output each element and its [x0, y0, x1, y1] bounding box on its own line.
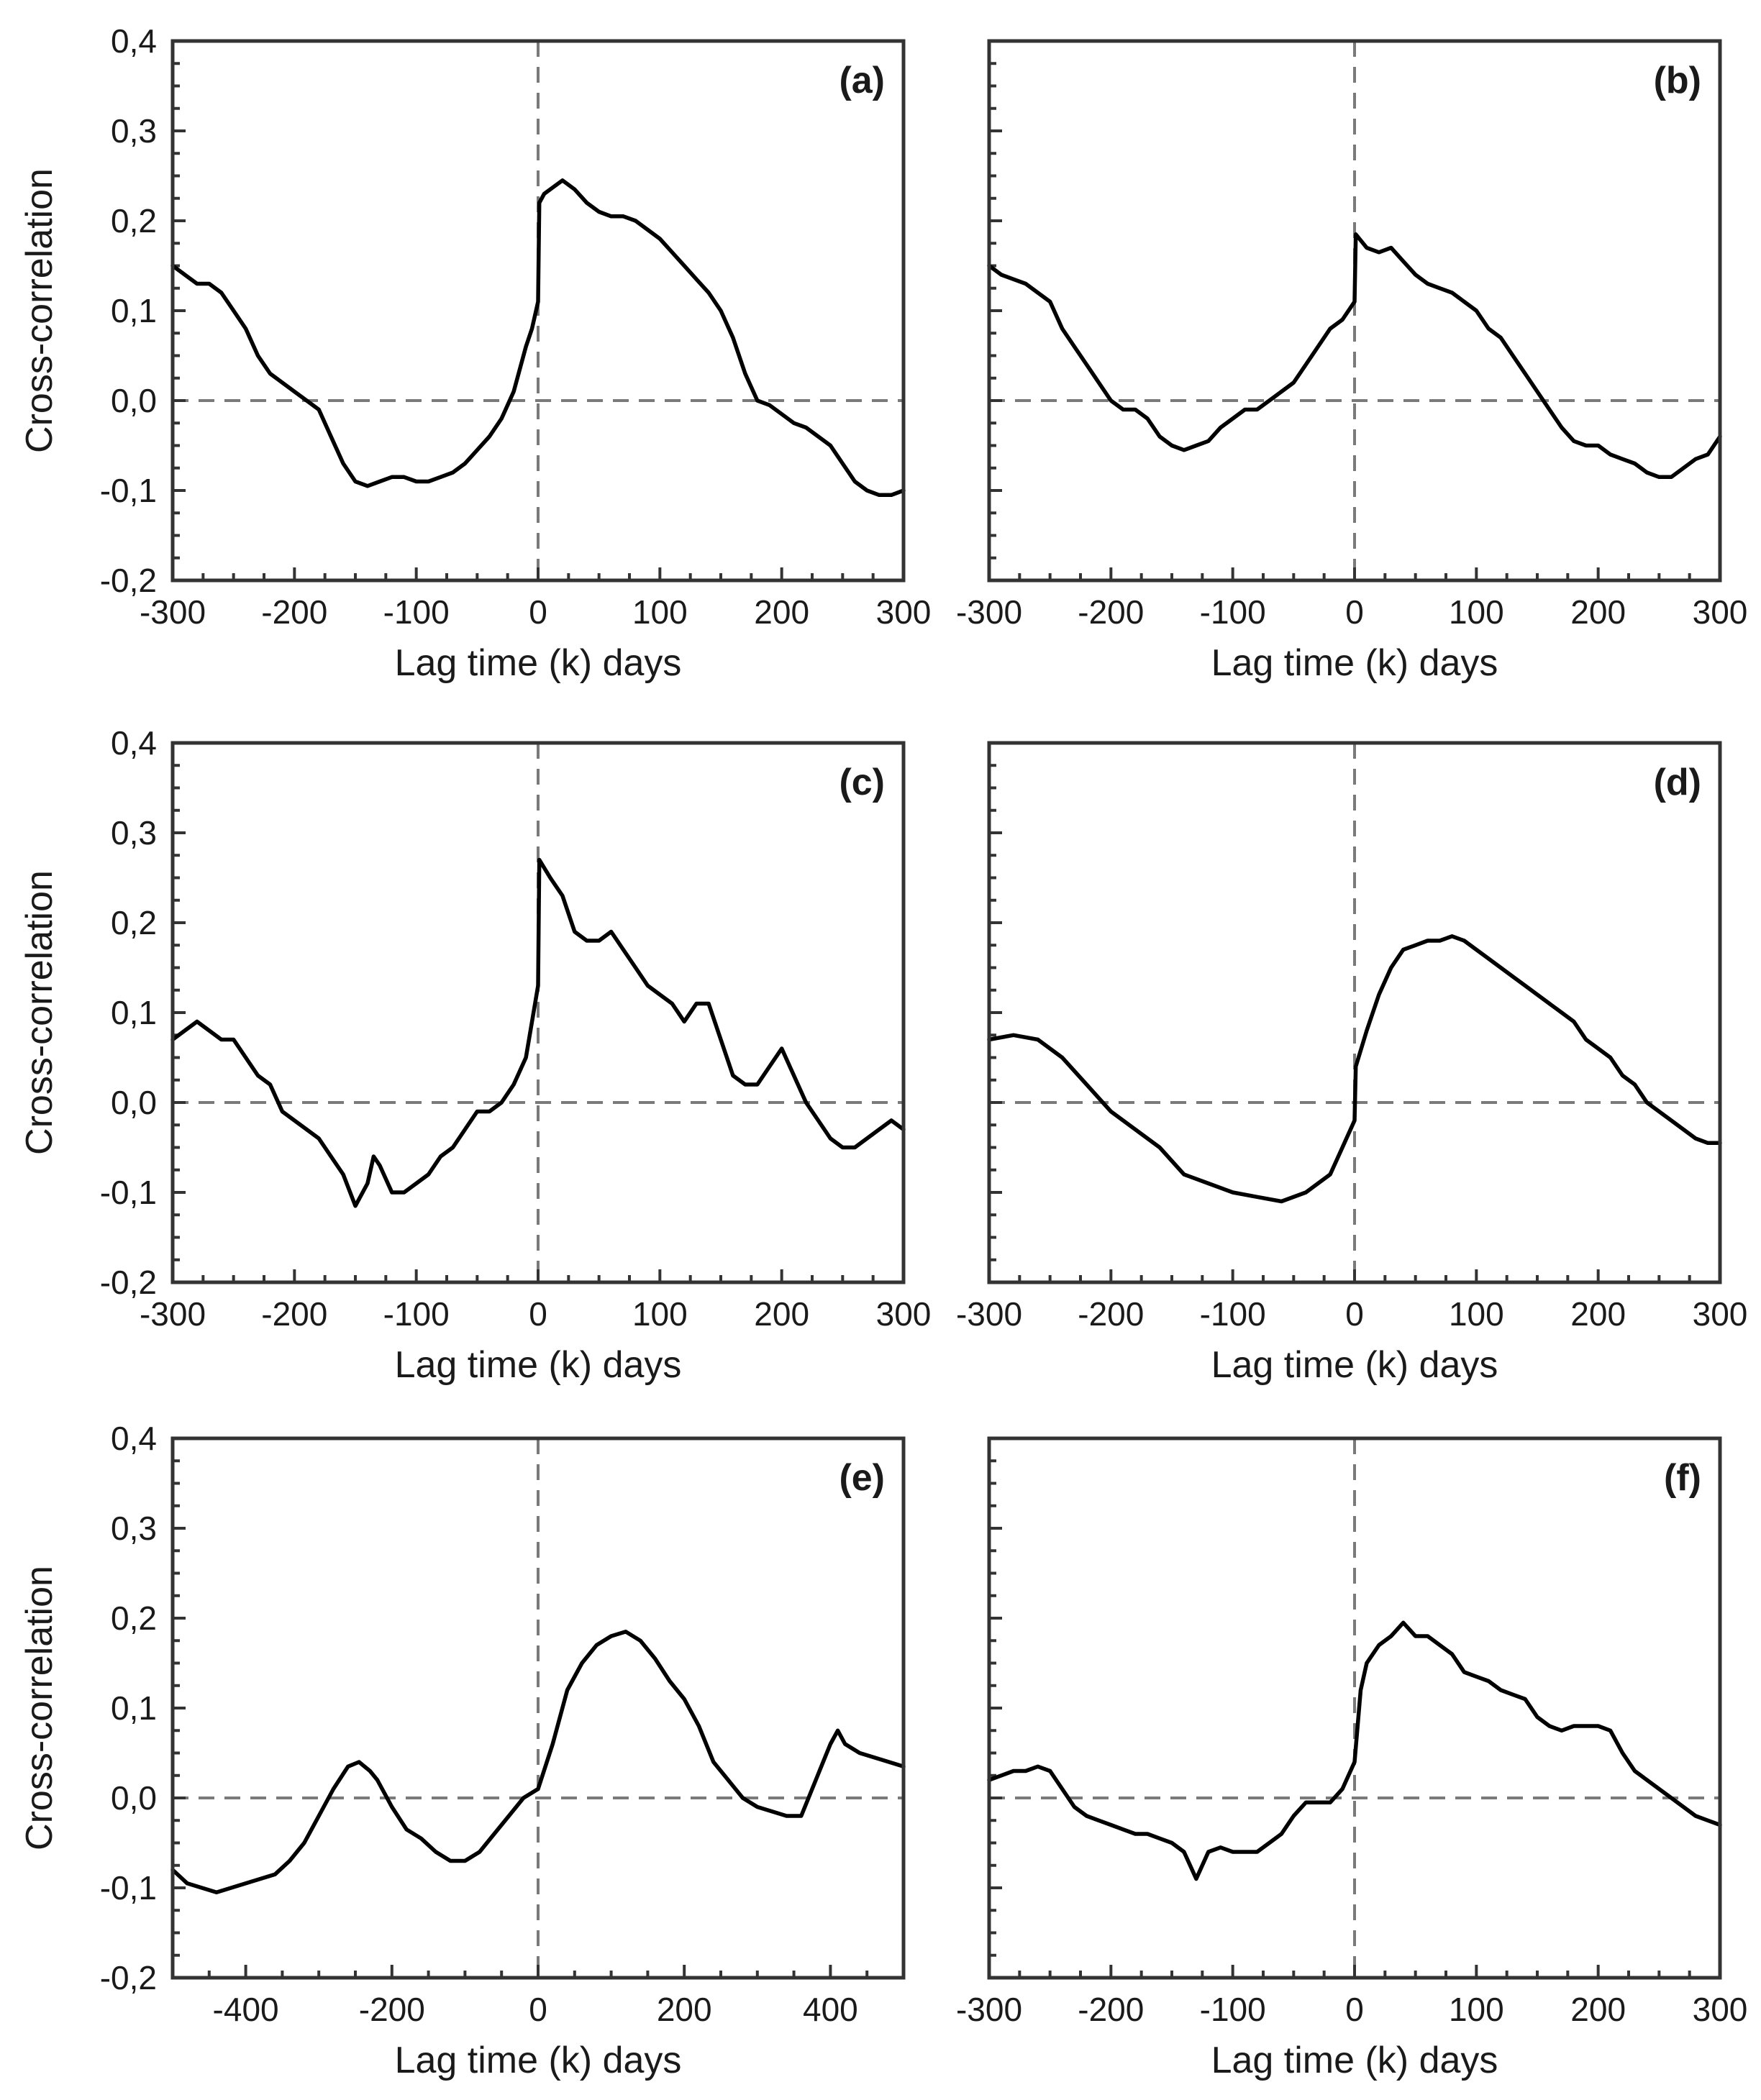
panel-b: -300 -200 -100 0 100 200 300 Lag time (k) days (…: [956, 39, 1748, 684]
y-tick-label: -0,1: [100, 1869, 157, 1907]
x-tick-label: 0: [1345, 1991, 1364, 2028]
x-tick-label: 0: [529, 593, 547, 631]
y-tick-label: 0,4: [111, 22, 157, 60]
x-tick-label: 0: [529, 1295, 547, 1333]
x-tick-label: 100: [1449, 593, 1504, 631]
x-tick-label: 0: [529, 1991, 547, 2028]
x-tick-label: -400: [213, 1991, 279, 2028]
panel-label: (d): [1654, 762, 1701, 803]
y-tick-label: 0,2: [111, 904, 157, 941]
y-tick-label: 0,3: [111, 814, 157, 852]
y-tick-label: 0,0: [111, 1084, 157, 1121]
y-tick-label: 0,1: [111, 994, 157, 1031]
x-tick-label: 0: [1345, 593, 1364, 631]
plot-frame: [987, 39, 1722, 583]
y-axis-title: Cross-correlation: [19, 870, 60, 1155]
y-tick-label: 0,0: [111, 382, 157, 419]
x-tick-label: 100: [632, 1295, 688, 1333]
x-tick-label: -300: [956, 1991, 1022, 2028]
y-tick-label: 0,3: [111, 112, 157, 150]
x-tick-label: 200: [754, 1295, 809, 1333]
x-tick-label: 100: [1449, 1991, 1504, 2028]
panel-label: (b): [1654, 60, 1701, 101]
plot-frame: [987, 1436, 1722, 1980]
x-tick-label: 300: [1693, 1295, 1748, 1333]
panel-c: -300 -200 -100 0 100 200 300 -0,2 -0,1 0,0 0,1 0,2 0…: [19, 724, 931, 1386]
series-line: [987, 232, 1722, 480]
panel-a: -300 -200 -100 0 100 200 300 -0,2 -0,1 0,0 0,1 0,2 0…: [19, 22, 931, 684]
x-tick-label: 200: [1570, 1295, 1626, 1333]
plot-frame: [170, 39, 906, 583]
x-tick-label: 200: [657, 1991, 712, 2028]
y-tick-label: -0,1: [100, 1174, 157, 1211]
x-axis-title: Lag time (k) days: [395, 1344, 682, 1386]
x-tick-label: 100: [632, 593, 688, 631]
plot-frame: [170, 741, 906, 1284]
y-tick-label: 0,0: [111, 1779, 157, 1817]
y-axis-title: Cross-correlation: [19, 168, 60, 453]
x-axis-title: Lag time (k) days: [1211, 642, 1498, 684]
x-tick-label: 0: [1345, 1295, 1364, 1333]
x-tick-label: 200: [1570, 593, 1626, 631]
y-tick-label: -0,2: [100, 1959, 157, 1996]
x-tick-label: -200: [261, 593, 327, 631]
series-line: [170, 1630, 906, 1895]
x-tick-label: 200: [1570, 1991, 1626, 2028]
y-tick-label: 0,4: [111, 1420, 157, 1457]
y-tick-label: 0,2: [111, 202, 157, 239]
x-tick-label: -200: [1078, 1295, 1144, 1333]
x-tick-label: 200: [754, 593, 809, 631]
panel-label: (f): [1664, 1457, 1701, 1499]
x-tick-label: -300: [956, 1295, 1022, 1333]
x-tick-label: 300: [876, 593, 932, 631]
plot-frame: [170, 1436, 906, 1980]
x-tick-label: -300: [140, 593, 206, 631]
x-tick-label: 100: [1449, 1295, 1504, 1333]
y-tick-label: 0,1: [111, 1689, 157, 1727]
x-tick-label: 300: [1693, 1991, 1748, 2028]
series-line: [170, 857, 906, 1208]
y-tick-label: 0,1: [111, 292, 157, 329]
panel-d: -300 -200 -100 0 100 200 300 Lag time (k) days (…: [956, 741, 1748, 1386]
x-tick-label: 300: [876, 1295, 932, 1333]
x-axis-title: Lag time (k) days: [395, 2040, 682, 2081]
panel-label: (a): [839, 60, 885, 101]
x-tick-label: -100: [1200, 593, 1266, 631]
series-line: [987, 1620, 1722, 1881]
panel-e: -400 -200 0 200 400 -0,2 -0,1 0,0 0,1 0,2 0,3 0,4 La…: [19, 1420, 906, 2081]
x-tick-label: 400: [803, 1991, 858, 2028]
y-axis-title: Cross-correlation: [19, 1566, 60, 1850]
x-tick-label: -200: [1078, 593, 1144, 631]
series-line: [170, 178, 906, 498]
y-tick-label: -0,2: [100, 1264, 157, 1301]
y-tick-label: 0,3: [111, 1510, 157, 1547]
x-axis-title: Lag time (k) days: [1211, 2040, 1498, 2081]
x-tick-label: -100: [1200, 1295, 1266, 1333]
series-line: [987, 934, 1722, 1204]
x-tick-label: -200: [359, 1991, 425, 2028]
panel-f: -300 -200 -100 0 100 200 300 Lag time (k) days (…: [956, 1436, 1748, 2081]
y-tick-label: 0,2: [111, 1599, 157, 1637]
y-tick-label: 0,4: [111, 724, 157, 762]
x-tick-label: -300: [956, 593, 1022, 631]
plot-frame: [987, 741, 1722, 1284]
x-tick-label: -100: [383, 1295, 450, 1333]
x-tick-label: 300: [1693, 593, 1748, 631]
x-tick-label: -200: [261, 1295, 327, 1333]
panel-label: (c): [839, 762, 885, 803]
x-axis-title: Lag time (k) days: [395, 642, 682, 684]
x-tick-label: -100: [1200, 1991, 1266, 2028]
x-axis-title: Lag time (k) days: [1211, 1344, 1498, 1386]
panel-label: (e): [839, 1457, 885, 1499]
y-tick-label: -0,1: [100, 472, 157, 509]
x-tick-label: -200: [1078, 1991, 1144, 2028]
x-tick-label: -300: [140, 1295, 206, 1333]
y-tick-label: -0,2: [100, 562, 157, 599]
x-tick-label: -100: [383, 593, 450, 631]
